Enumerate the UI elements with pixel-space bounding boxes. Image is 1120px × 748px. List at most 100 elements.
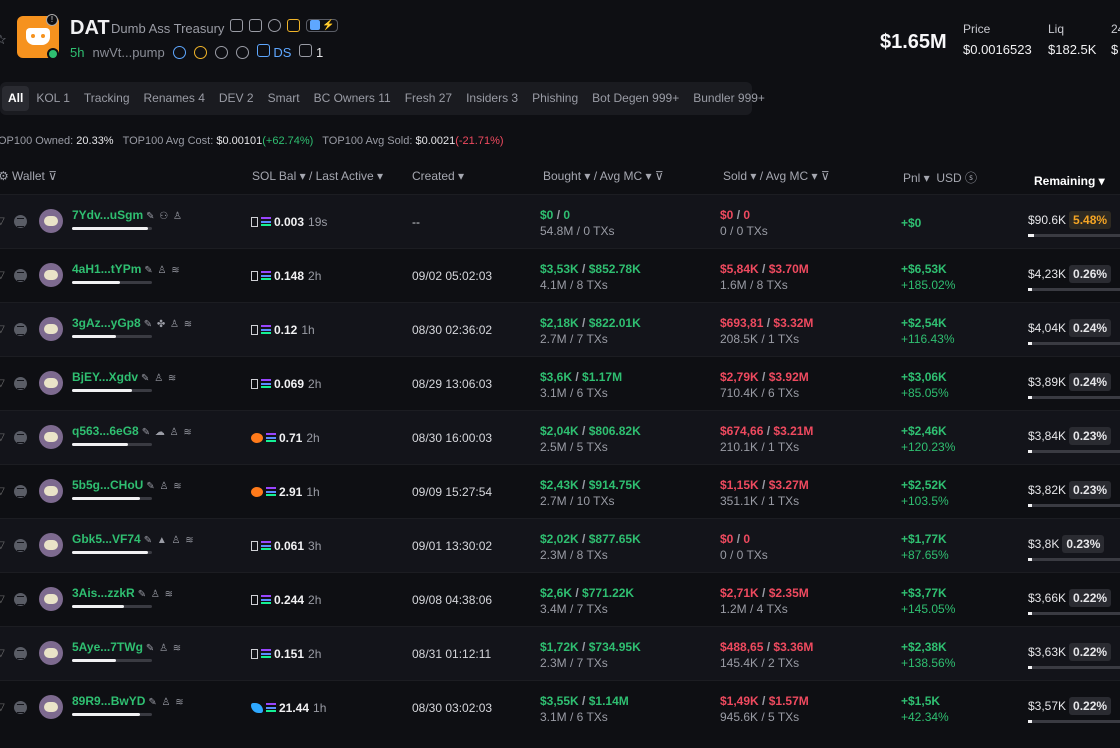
wallet-tag-icons: ✎ ♙ ≋: [148, 697, 185, 708]
wallet-address[interactable]: 7Ydv...uSgm ✎ ⚇ ♙: [72, 208, 184, 222]
settings-icon[interactable]: ⚙: [0, 169, 9, 183]
table-row[interactable]: ▽ Gbk5...VF74 ✎ ▲ ♙ ≋ 0.061 3h 09/01 13:30…: [0, 518, 1120, 572]
table-row[interactable]: ▽ 7Ydv...uSgm ✎ ⚇ ♙ 0.003 19s -- $0 / 0 54…: [0, 194, 1120, 248]
table-row[interactable]: ▽ 3Ais...zzkR ✎ ♙ ≋ 0.244 2h 09/08 04:38:0…: [0, 572, 1120, 626]
tab-kol-1[interactable]: KOL 1: [36, 91, 70, 105]
info-badge-icon[interactable]: !: [46, 14, 58, 26]
token-address[interactable]: nwVt...pump: [92, 44, 165, 60]
wallet-address[interactable]: 5Aye...7TWg ✎ ♙ ≋: [72, 640, 183, 654]
solana-icon: [266, 703, 276, 712]
user-icon[interactable]: [172, 45, 186, 59]
wallet-address[interactable]: 89R9...BwYD ✎ ♙ ≋: [72, 694, 185, 708]
wallet-tag-icons: ✎ ♙ ≋: [141, 373, 178, 384]
wallet-address[interactable]: BjEY...Xgdv ✎ ♙ ≋: [72, 370, 178, 384]
tab-bc-owners-11[interactable]: BC Owners 11: [313, 91, 391, 105]
tab-tracking[interactable]: Tracking: [83, 91, 130, 105]
tab-all[interactable]: All: [2, 86, 30, 111]
remaining-bar: [1028, 288, 1120, 291]
filter-icon[interactable]: ▽: [0, 702, 5, 713]
table-row[interactable]: ▽ 3gAz...yGp8 ✎ ✤ ♙ ≋ 0.12 1h 08/30 02:36:…: [0, 302, 1120, 356]
filter-icon[interactable]: ▽: [0, 270, 5, 281]
wallet-column-header[interactable]: Wallet ⊽: [12, 169, 58, 183]
wallet-tag-icons: ✎ ⚇ ♙: [146, 211, 184, 222]
created-time: 08/30 16:00:03: [412, 431, 493, 445]
wallet-box-icon: [251, 541, 258, 551]
filter-icon[interactable]: ▽: [0, 486, 5, 497]
search-icon[interactable]: [235, 45, 249, 59]
sol-bal-column-header[interactable]: SOL Bal ▾ / Last Active ▾: [252, 169, 384, 183]
edit-icon[interactable]: [230, 19, 243, 32]
pnl-column-header[interactable]: Pnl ▾ USD ⓢ: [903, 171, 978, 185]
remaining-cell: $3,8K 0.23%: [1028, 535, 1105, 553]
holders-count[interactable]: 1: [299, 44, 323, 60]
menu-icon[interactable]: [14, 647, 27, 660]
bought-column-header[interactable]: Bought ▾ / Avg MC ▾ ⊽: [543, 169, 664, 183]
created-column-header[interactable]: Created ▾: [412, 169, 465, 183]
table-row[interactable]: ▽ 89R9...BwYD ✎ ♙ ≋ 21.44 1h 08/30 03:02:0…: [0, 680, 1120, 734]
table-row[interactable]: ▽ 5Aye...7TWg ✎ ♙ ≋ 0.151 2h 08/31 01:12:1…: [0, 626, 1120, 680]
table-row[interactable]: ▽ BjEY...Xgdv ✎ ♙ ≋ 0.069 2h 08/29 13:06:0…: [0, 356, 1120, 410]
tab-bot-degen-999[interactable]: Bot Degen 999+: [592, 91, 680, 105]
wallet-address[interactable]: Gbk5...VF74 ✎ ▲ ♙ ≋: [72, 532, 195, 546]
table-row[interactable]: ▽ q563...6eG8 ✎ ☁ ♙ ≋ 0.71 2h 08/30 16:00:…: [0, 410, 1120, 464]
tab-dev-2[interactable]: DEV 2: [218, 91, 254, 105]
tab-phishing[interactable]: Phishing: [532, 91, 579, 105]
menu-icon[interactable]: [14, 215, 27, 228]
star-icon[interactable]: ☆: [0, 32, 7, 47]
wallet-address[interactable]: 3Ais...zzkR ✎ ♙ ≋: [72, 586, 174, 600]
wallet-address[interactable]: q563...6eG8 ✎ ☁ ♙ ≋: [72, 424, 193, 438]
wallet-progress-bar: [72, 335, 152, 338]
warning-icon[interactable]: [193, 45, 207, 59]
wallet-progress-bar: [72, 389, 152, 392]
filter-icon[interactable]: ▽: [0, 648, 5, 659]
list-icon[interactable]: [214, 45, 228, 59]
menu-icon[interactable]: [14, 701, 27, 714]
table-row[interactable]: ▽ 5b5g...CHoU ✎ ♙ ≋ 2.91 1h 09/09 15:27:54…: [0, 464, 1120, 518]
sold-cell: $2,79K / $3.92M 710.4K / 6 TXs: [720, 370, 809, 400]
table-row[interactable]: ▽ 4aH1...tYPm ✎ ♙ ≋ 0.148 2h 09/02 05:02:0…: [0, 248, 1120, 302]
pnl-cell: +$6,53K +185.02%: [901, 262, 956, 292]
group-icon[interactable]: [287, 19, 300, 32]
avatar: [39, 371, 63, 395]
wallet-progress-bar: [72, 551, 152, 554]
menu-icon[interactable]: [14, 269, 27, 282]
menu-icon[interactable]: [14, 539, 27, 552]
filter-icon[interactable]: ▽: [0, 324, 5, 335]
menu-icon[interactable]: [14, 377, 27, 390]
sol-balance: 0.061 3h: [251, 539, 321, 553]
pnl-cell: +$3,06K +85.05%: [901, 370, 949, 400]
menu-icon[interactable]: [14, 323, 27, 336]
menu-icon[interactable]: [14, 431, 27, 444]
share-icon[interactable]: [268, 19, 281, 32]
sold-cell: $1,15K / $3.27M 351.1K / 1 TXs: [720, 478, 809, 508]
tab-bundler-999[interactable]: Bundler 999+: [693, 91, 765, 105]
boost-badge[interactable]: ⚡: [306, 19, 339, 32]
wallet-address[interactable]: 4aH1...tYPm ✎ ♙ ≋: [72, 262, 181, 276]
menu-icon[interactable]: [14, 485, 27, 498]
top100-summary: OP100 Owned: 20.33% TOP100 Avg Cost: $0.…: [0, 135, 504, 147]
tab-insiders-3[interactable]: Insiders 3: [466, 91, 519, 105]
sold-cell: $1,49K / $1.57M 945.6K / 5 TXs: [720, 694, 809, 724]
tab-fresh-27[interactable]: Fresh 27: [404, 91, 453, 105]
tab-smart[interactable]: Smart: [267, 91, 300, 105]
solana-icon: [261, 325, 271, 334]
wallet-progress-bar: [72, 227, 152, 230]
created-time: 09/02 05:02:03: [412, 269, 493, 283]
wallet-address[interactable]: 3gAz...yGp8 ✎ ✤ ♙ ≋: [72, 316, 194, 330]
filter-icon[interactable]: ▽: [0, 216, 5, 227]
dexscreener-link[interactable]: DS: [256, 44, 291, 60]
copy-icon[interactable]: [249, 19, 262, 32]
remaining-column-header[interactable]: Remaining ▾: [1034, 174, 1105, 188]
sold-cell: $5,84K / $3.70M 1.6M / 8 TXs: [720, 262, 809, 292]
wallet-address[interactable]: 5b5g...CHoU ✎ ♙ ≋: [72, 478, 183, 492]
remaining-cell: $3,89K 0.24%: [1028, 373, 1112, 391]
sold-column-header[interactable]: Sold ▾ / Avg MC ▾ ⊽: [723, 169, 830, 183]
filter-icon[interactable]: ▽: [0, 432, 5, 443]
filter-icon[interactable]: ▽: [0, 378, 5, 389]
filter-icon[interactable]: ▽: [0, 594, 5, 605]
tab-renames-4[interactable]: Renames 4: [143, 91, 205, 105]
sol-balance: 0.12 1h: [251, 323, 315, 337]
filter-icon[interactable]: ▽: [0, 540, 5, 551]
table-header: ⚙ Wallet ⊽ SOL Bal ▾ / Last Active ▾ Cre…: [0, 158, 1120, 194]
menu-icon[interactable]: [14, 593, 27, 606]
